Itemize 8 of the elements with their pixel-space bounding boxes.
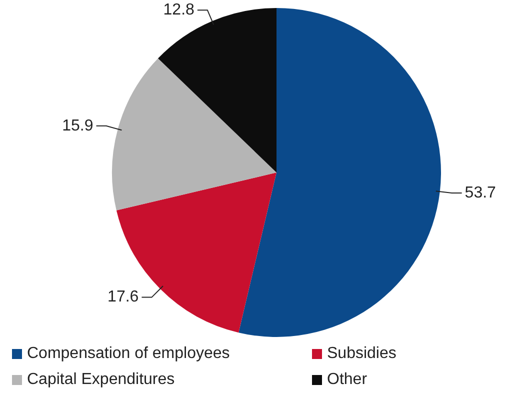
data-label: 12.8 [163, 1, 195, 18]
legend-label: Other [327, 371, 368, 389]
data-label: 17.6 [108, 288, 139, 306]
data-label: 53.7 [464, 184, 496, 202]
legend-label: Compensation of employees [27, 345, 230, 363]
data-label: 15.9 [62, 117, 94, 134]
legend-label: Subsidies [327, 345, 396, 363]
legend-label: Capital Expenditures [27, 371, 175, 389]
